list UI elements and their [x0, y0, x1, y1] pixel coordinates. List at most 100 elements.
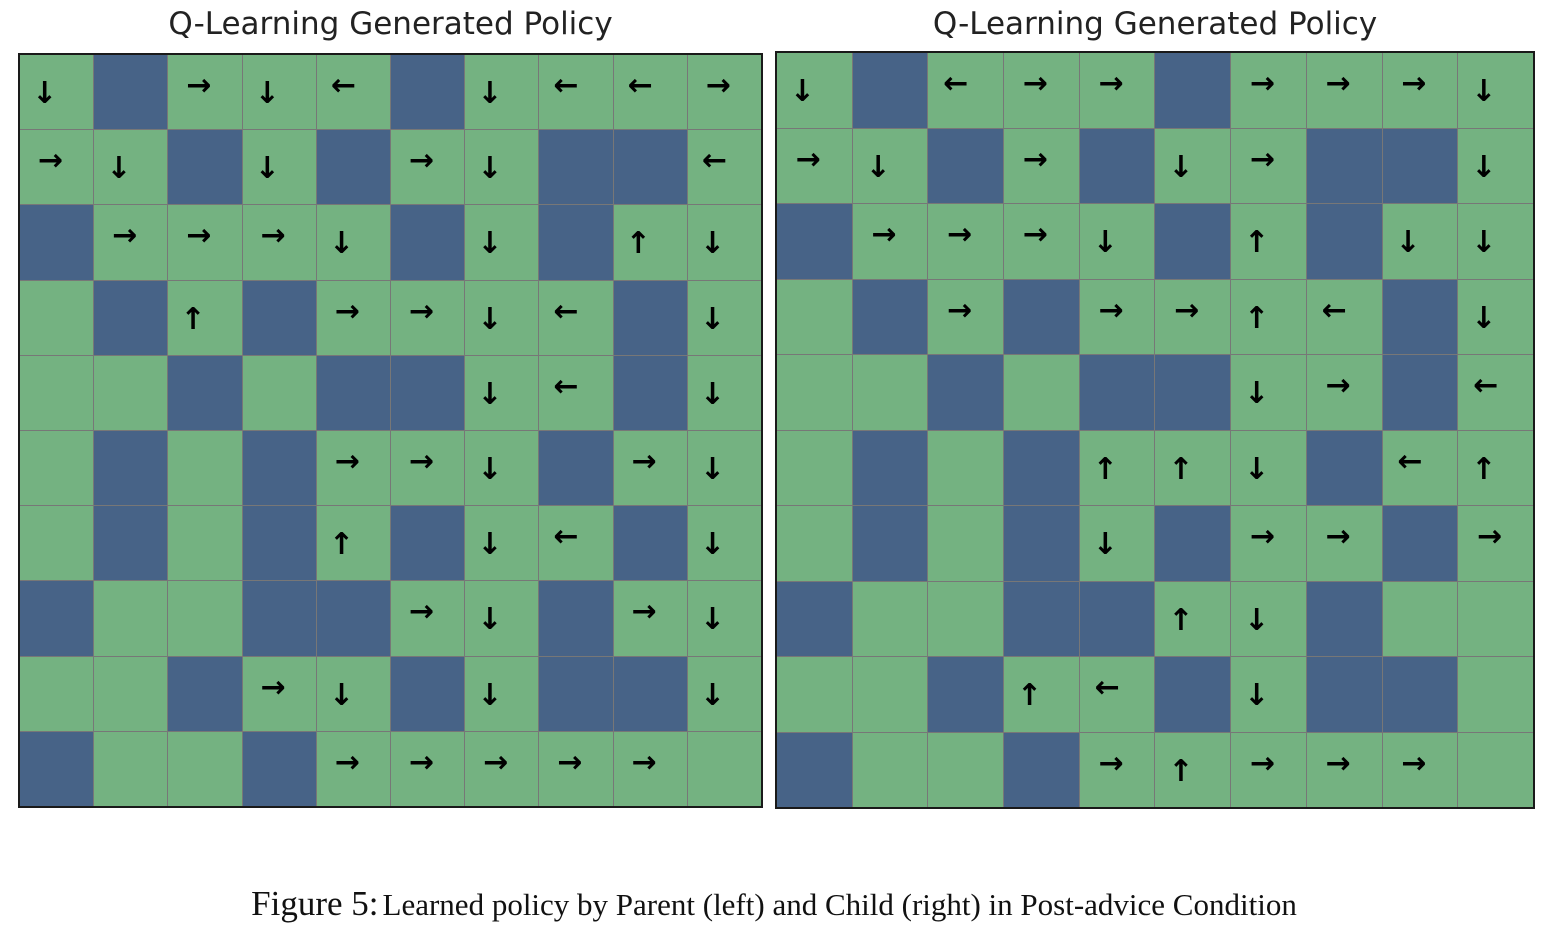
- grid-cell: →: [1004, 128, 1079, 203]
- arrow-right-icon: →: [1325, 66, 1351, 102]
- arrow-right-icon: →: [409, 594, 435, 630]
- grid-cell: →: [316, 430, 390, 506]
- arrow-right-icon: →: [334, 744, 360, 780]
- arrow-up-icon: ↑: [180, 301, 206, 337]
- grid-cell: ↓: [465, 430, 539, 506]
- grid-cell: ↓: [1458, 279, 1533, 354]
- arrow-up-icon: ↑: [1092, 451, 1118, 487]
- grid-cell: ↓: [1231, 430, 1306, 505]
- arrow-up-icon: ↑: [625, 226, 651, 262]
- grid-cell: ↓: [316, 656, 390, 731]
- arrow-right-icon: →: [112, 218, 138, 254]
- grid-cell: ↓: [687, 430, 761, 506]
- arrow-right-icon: →: [334, 293, 360, 329]
- wall-cell: [316, 130, 390, 205]
- grid-cell: →: [539, 731, 613, 806]
- grid-cell: [777, 355, 852, 430]
- grid-cell: [1458, 657, 1533, 732]
- grid-cell: ↓: [242, 130, 316, 205]
- arrow-right-icon: →: [631, 594, 657, 630]
- arrow-down-icon: ↓: [1243, 376, 1270, 412]
- arrow-right-icon: →: [260, 218, 286, 254]
- grid-cell: ↑: [1079, 430, 1155, 505]
- grid-cell: →: [1004, 204, 1079, 279]
- grid-cell: [168, 430, 242, 506]
- arrow-right-icon: →: [795, 141, 821, 177]
- arrow-down-icon: ↓: [1243, 678, 1270, 714]
- grid-cell: [1004, 355, 1079, 430]
- arrow-down-icon: ↓: [865, 149, 891, 185]
- grid-cell: →: [852, 204, 928, 279]
- wall-cell: [852, 506, 928, 581]
- grid-cell: ↓: [687, 205, 761, 280]
- wall-cell: [94, 430, 168, 506]
- wall-cell: [94, 280, 168, 355]
- arrow-left-icon: ←: [943, 66, 969, 102]
- wall-cell: [168, 656, 242, 731]
- wall-cell: [852, 53, 928, 128]
- wall-cell: [539, 581, 613, 656]
- grid-cell: ↑: [1458, 430, 1533, 505]
- grid-cell: [777, 430, 852, 505]
- arrow-down-icon: ↓: [699, 677, 725, 713]
- wall-cell: [613, 280, 687, 355]
- grid-cell: ↓: [20, 55, 94, 130]
- grid-cell: →: [1382, 732, 1458, 807]
- grid-cell: ←: [539, 506, 613, 581]
- grid-cell: →: [1382, 53, 1458, 128]
- arrow-right-icon: →: [1325, 519, 1351, 555]
- grid-cell: ↓: [1079, 204, 1155, 279]
- grid-cell: →: [390, 430, 465, 506]
- arrow-down-icon: ↓: [106, 151, 132, 187]
- wall-cell: [539, 656, 613, 731]
- arrow-down-icon: ↓: [477, 151, 503, 187]
- grid-cell: ↓: [1458, 128, 1533, 203]
- wall-cell: [242, 506, 316, 581]
- arrow-down-icon: ↓: [254, 151, 280, 187]
- grid-cell: →: [316, 280, 390, 355]
- grid-cell: →: [465, 731, 539, 806]
- grid-cell: ↓: [687, 656, 761, 731]
- wall-cell: [20, 581, 94, 656]
- grid-cell: ↓: [687, 280, 761, 355]
- arrow-left-icon: ←: [1321, 292, 1347, 328]
- arrow-left-icon: ←: [553, 368, 579, 404]
- grid-cell: [928, 732, 1004, 807]
- arrow-right-icon: →: [557, 744, 583, 780]
- arrow-up-icon: ↑: [1168, 602, 1194, 638]
- grid-cell: ←: [928, 53, 1004, 128]
- grid-cell: →: [168, 55, 242, 130]
- grid-cell: [20, 656, 94, 731]
- arrow-left-icon: ←: [627, 68, 653, 104]
- grid-cell: →: [168, 205, 242, 280]
- wall-cell: [613, 130, 687, 205]
- wall-cell: [1004, 506, 1079, 581]
- wall-cell: [390, 55, 465, 130]
- wall-cell: [1382, 355, 1458, 430]
- arrow-down-icon: ↓: [1471, 225, 1497, 261]
- grid-cell: →: [1004, 53, 1079, 128]
- grid-cell: ↓: [465, 506, 539, 581]
- wall-cell: [1155, 657, 1231, 732]
- grid-cell: [777, 279, 852, 354]
- caption-label: Figure 5:: [251, 884, 379, 923]
- grid-cell: [928, 430, 1004, 505]
- parent-policy-grid: ↓ → ↓ ← ↓ ← ← → → ↓ ↓ → ↓ ← → → → ↓ ↓ ↑ ↓ ↑ → → ↓ ← ↓ ↓ ← ↓ → → ↓ → ↓ ↑ ↓ ← ↓ →…: [18, 53, 763, 808]
- arrow-right-icon: →: [334, 444, 360, 480]
- grid-cell: ↑: [1155, 430, 1231, 505]
- wall-cell: [1382, 128, 1458, 203]
- grid-cell: ↓: [465, 205, 539, 280]
- arrow-down-icon: ↓: [1395, 225, 1421, 261]
- wall-cell: [1155, 355, 1231, 430]
- grid-cell: ↑: [1155, 732, 1231, 807]
- grid-cell: →: [390, 280, 465, 355]
- wall-cell: [1155, 204, 1231, 279]
- arrow-down-icon: ↓: [477, 226, 503, 262]
- grid-cell: →: [1155, 279, 1231, 354]
- arrow-down-icon: ↓: [1092, 225, 1118, 261]
- grid-cell: ←: [316, 55, 390, 130]
- wall-cell: [1382, 506, 1458, 581]
- arrow-down-icon: ↓: [1243, 602, 1270, 638]
- grid-cell: ↓: [687, 581, 761, 656]
- wall-cell: [928, 128, 1004, 203]
